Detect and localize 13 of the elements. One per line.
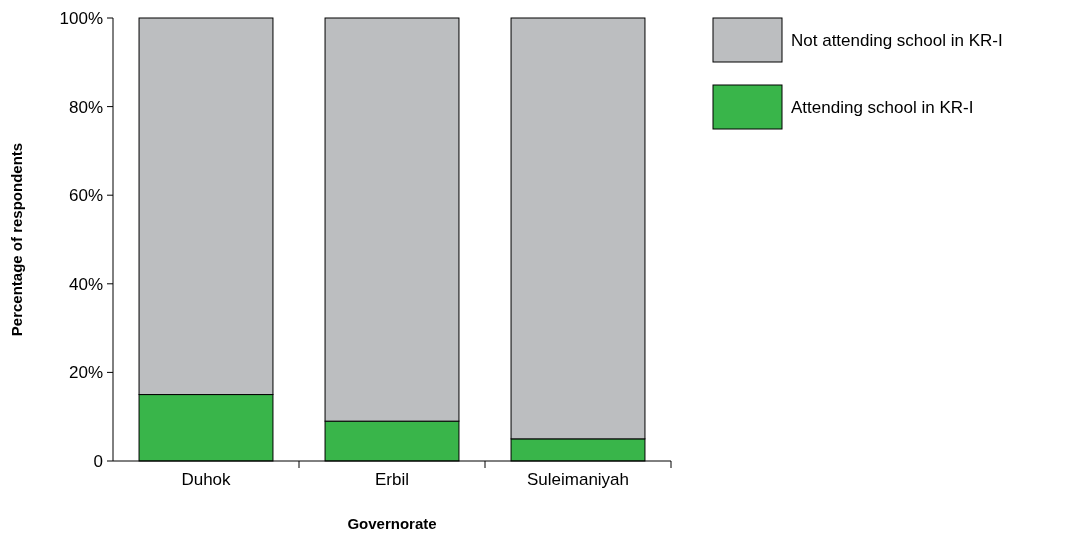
text: Attending school in KR-I (791, 97, 974, 117)
y-tick-label: 60% (68, 186, 103, 206)
text: Not attending school in KR-I (791, 30, 1003, 50)
x-axis-title: Governorate (347, 515, 437, 532)
x-tick-label: Suleimaniyah (526, 470, 630, 489)
y-tick-label: 20% (68, 363, 103, 383)
y-tick-label: 80% (68, 97, 103, 117)
y-tick-label: 40% (68, 274, 103, 294)
y-tick-label: 0 (93, 451, 103, 471)
x-tick-label: Erbil (374, 470, 410, 489)
y-axis-title: Percentage of respondents (8, 142, 25, 337)
y-tick-label: 100% (59, 8, 103, 28)
x-tick-label: Duhok (181, 470, 232, 489)
